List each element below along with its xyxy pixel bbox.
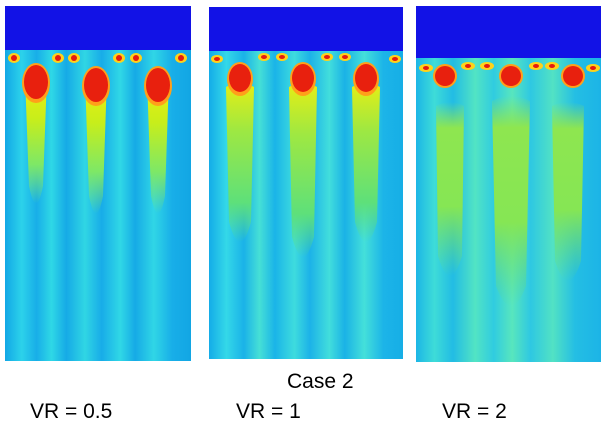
- figure-caption: Case 2: [287, 370, 354, 393]
- panel-label-vr-0-5: VR = 0.5: [30, 400, 113, 423]
- contour-panel-vr-1: [209, 7, 403, 359]
- panel-label-vr-2: VR = 2: [442, 400, 507, 423]
- contour-panel-vr-0-5: [5, 6, 191, 361]
- contour-panel-vr-2: [416, 6, 601, 362]
- panel-label-vr-1: VR = 1: [236, 400, 301, 423]
